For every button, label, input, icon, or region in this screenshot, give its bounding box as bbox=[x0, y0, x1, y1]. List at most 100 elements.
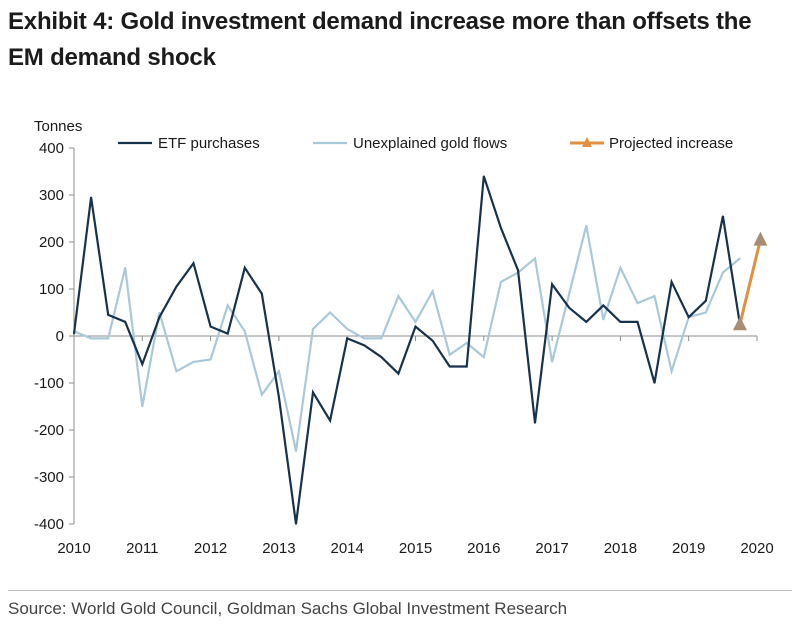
etf-purchases-point bbox=[465, 365, 468, 368]
y-tick-label: 200 bbox=[39, 234, 64, 251]
unexplained-gold-flows-point bbox=[141, 405, 144, 408]
etf-purchases-point bbox=[670, 281, 673, 283]
unexplained-gold-flows-point bbox=[158, 311, 161, 314]
y-tick-label: -300 bbox=[34, 469, 64, 486]
legend-marker-projected-increase bbox=[582, 137, 592, 147]
x-tick-label: 2010 bbox=[57, 540, 90, 557]
y-tick-label: -100 bbox=[34, 375, 64, 392]
x-tick-label: 2014 bbox=[331, 540, 364, 557]
unexplained-gold-flows-point bbox=[534, 257, 536, 260]
etf-purchases-point bbox=[243, 267, 246, 269]
unexplained-gold-flows-point bbox=[448, 354, 451, 356]
unexplained-gold-flows-point bbox=[551, 361, 553, 363]
etf-purchases-point bbox=[380, 356, 383, 358]
etf-purchases-point bbox=[448, 365, 451, 368]
chart-title-line-1: Exhibit 4: Gold investment demand increa… bbox=[8, 8, 752, 35]
etf-purchases-point bbox=[73, 332, 75, 335]
unexplained-gold-flows-point bbox=[397, 295, 400, 297]
etf-purchases-point bbox=[312, 391, 314, 394]
etf-purchases-point bbox=[329, 419, 331, 422]
unexplained-gold-flows-point bbox=[483, 356, 485, 358]
etf-purchases-line bbox=[72, 175, 741, 525]
etf-purchases-point bbox=[483, 175, 485, 177]
series-projected-increase bbox=[732, 231, 768, 331]
unexplained-gold-flows-point bbox=[653, 295, 656, 297]
unexplained-gold-flows-point bbox=[278, 370, 280, 373]
unexplained-gold-flows-point bbox=[602, 318, 605, 321]
etf-purchases-point bbox=[278, 396, 280, 398]
axes: 400 300 200 100 0 -100 -200 -300 -400 2010 2011 201… bbox=[34, 140, 774, 557]
unexplained-gold-flows-point bbox=[329, 311, 331, 314]
chart-title-line-2: EM demand shock bbox=[8, 44, 216, 71]
etf-purchases-point bbox=[602, 304, 605, 307]
unexplained-gold-flows-point bbox=[209, 358, 212, 361]
x-tick-label: 2011 bbox=[126, 540, 158, 557]
etf-purchases-point bbox=[431, 339, 434, 342]
etf-purchases-point bbox=[517, 269, 519, 272]
etf-purchases-point bbox=[192, 262, 195, 264]
etf-purchases-point bbox=[175, 285, 178, 288]
etf-purchases-point bbox=[397, 372, 400, 375]
x-tick-label: 2015 bbox=[399, 540, 432, 557]
x-tick-label: 2016 bbox=[467, 540, 500, 557]
etf-purchases-point bbox=[585, 321, 588, 323]
projected-increase-line bbox=[738, 239, 762, 325]
x-tick-label: 2012 bbox=[194, 540, 227, 557]
etf-purchases-point bbox=[568, 307, 570, 309]
line-chart: 400 300 200 100 0 -100 -200 -300 -400 2010 2011 201… bbox=[34, 118, 774, 557]
legend: ETF purchases Unexplained gold flows Proje… bbox=[118, 135, 733, 152]
x-tick-label: 2018 bbox=[604, 540, 637, 557]
etf-purchases-point bbox=[551, 283, 553, 286]
y-tick-label: -400 bbox=[34, 516, 64, 533]
etf-purchases-point bbox=[636, 321, 639, 323]
etf-purchases-point bbox=[653, 382, 656, 384]
unexplained-gold-flows-point bbox=[704, 311, 707, 314]
unexplained-gold-flows-point bbox=[90, 337, 92, 340]
unexplained-gold-flows-point bbox=[175, 370, 178, 373]
unexplained-gold-flows-point bbox=[346, 328, 349, 330]
projected-increase-point bbox=[732, 316, 747, 331]
unexplained-gold-flows-point bbox=[722, 271, 724, 274]
y-tick-label: 0 bbox=[56, 328, 64, 345]
chart-title: Exhibit 4: Gold investment demand increa… bbox=[8, 4, 793, 76]
y-tick-label: 100 bbox=[39, 281, 64, 298]
etf-purchases-point bbox=[346, 337, 349, 340]
unexplained-gold-flows-point bbox=[568, 292, 570, 295]
etf-purchases-point bbox=[90, 196, 92, 199]
etf-purchases-point bbox=[158, 316, 161, 319]
unexplained-gold-flows-line bbox=[73, 225, 741, 452]
unexplained-gold-flows-point bbox=[261, 393, 263, 396]
series-unexplained-gold-flows bbox=[73, 224, 741, 452]
y-tick-label: 300 bbox=[39, 187, 64, 204]
etf-purchases-point bbox=[107, 314, 109, 316]
etf-purchases-point bbox=[295, 523, 297, 525]
etf-purchases-point bbox=[124, 321, 127, 323]
etf-purchases-point bbox=[704, 299, 707, 302]
legend-label-unexplained-gold-flows: Unexplained gold flows bbox=[353, 135, 507, 152]
unexplained-gold-flows-point bbox=[414, 321, 417, 323]
unexplained-gold-flows-point bbox=[363, 337, 366, 340]
x-tick-label: 2017 bbox=[535, 540, 568, 557]
unexplained-gold-flows-point bbox=[380, 337, 383, 340]
source-note: Source: World Gold Council, Goldman Sach… bbox=[8, 599, 568, 618]
unexplained-gold-flows-point bbox=[295, 450, 297, 452]
etf-purchases-point bbox=[414, 325, 417, 328]
projected-increase-point bbox=[753, 231, 768, 246]
etf-purchases-point bbox=[209, 325, 212, 328]
unexplained-gold-flows-point bbox=[670, 370, 673, 373]
x-tick-label: 2019 bbox=[672, 540, 705, 557]
unexplained-gold-flows-point bbox=[465, 342, 468, 344]
unexplained-gold-flows-point bbox=[585, 224, 588, 227]
y-tick-label: -200 bbox=[34, 422, 64, 439]
unexplained-gold-flows-point bbox=[243, 330, 246, 333]
etf-purchases-point bbox=[534, 422, 536, 424]
unexplained-gold-flows-point bbox=[500, 281, 502, 283]
unexplained-gold-flows-point bbox=[431, 290, 434, 293]
etf-purchases-point bbox=[261, 292, 263, 295]
unexplained-gold-flows-point bbox=[636, 302, 639, 304]
unexplained-gold-flows-point bbox=[619, 267, 622, 269]
unexplained-gold-flows-point bbox=[226, 304, 229, 307]
legend-label-projected-increase: Projected increase bbox=[609, 135, 733, 152]
y-tick-label: 400 bbox=[39, 140, 64, 157]
etf-purchases-point bbox=[226, 332, 229, 335]
